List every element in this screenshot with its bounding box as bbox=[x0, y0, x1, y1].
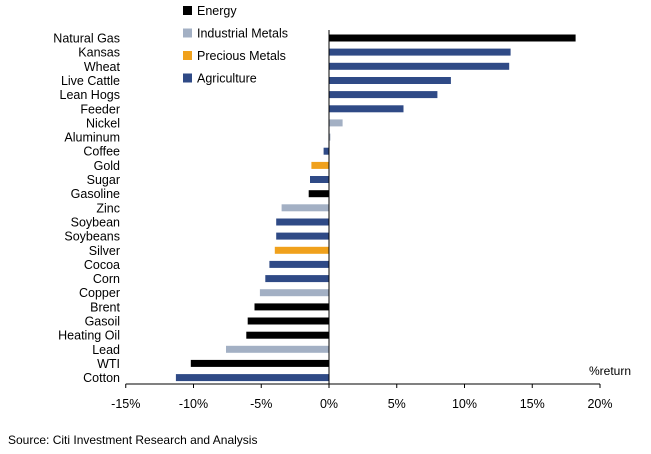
category-label-cotton: Cotton bbox=[83, 371, 120, 385]
bar-lead bbox=[226, 345, 329, 353]
bar-soybean bbox=[276, 218, 329, 226]
category-label-aluminum: Aluminum bbox=[64, 131, 120, 145]
legend: Energy Industrial Metals Precious Metals Ag… bbox=[183, 4, 288, 86]
category-label-wti: WTI bbox=[97, 357, 120, 371]
legend-swatch-precious bbox=[183, 51, 192, 60]
x-tick-label: 10% bbox=[452, 397, 477, 411]
category-label-cocoa: Cocoa bbox=[84, 258, 120, 272]
category-label-live-cattle: Live Cattle bbox=[61, 74, 120, 88]
x-tick-label: -15% bbox=[111, 397, 140, 411]
legend-label-agriculture: Agriculture bbox=[197, 72, 257, 86]
bar-chart: Energy Industrial Metals Precious Metals Ag… bbox=[53, 4, 631, 411]
bar-heating-oil bbox=[246, 331, 329, 339]
bar-lean-hogs bbox=[329, 91, 438, 99]
bar-cotton bbox=[175, 374, 329, 382]
category-label-lean-hogs: Lean Hogs bbox=[60, 88, 120, 102]
category-label-brent: Brent bbox=[90, 300, 120, 314]
x-tick-label: 20% bbox=[587, 397, 612, 411]
bar-kansas bbox=[329, 48, 511, 56]
legend-label-industrial: Industrial Metals bbox=[197, 27, 288, 41]
category-label-corn: Corn bbox=[93, 272, 120, 286]
category-label-soybean: Soybean bbox=[71, 216, 120, 230]
legend-swatch-agriculture bbox=[183, 73, 192, 83]
legend-label-precious: Precious Metals bbox=[197, 49, 286, 63]
bar-gold bbox=[311, 161, 329, 169]
category-label-gasoil: Gasoil bbox=[85, 315, 120, 329]
bar-copper bbox=[259, 289, 329, 297]
bar-silver bbox=[274, 246, 329, 254]
bar-corn bbox=[265, 275, 329, 283]
category-label-natural-gas: Natural Gas bbox=[53, 32, 120, 46]
category-label-heating-oil: Heating Oil bbox=[58, 329, 120, 343]
bar-nickel bbox=[329, 119, 343, 127]
category-label-silver: Silver bbox=[89, 244, 120, 258]
category-label-coffee: Coffee bbox=[83, 145, 120, 159]
bar-natural-gas bbox=[329, 34, 576, 42]
bar-zinc bbox=[281, 204, 329, 212]
bar-soybeans bbox=[276, 232, 329, 240]
bar-gasoil bbox=[247, 317, 329, 325]
bar-wti bbox=[190, 359, 329, 367]
legend-label-energy: Energy bbox=[197, 4, 237, 18]
x-tick-label: 5% bbox=[388, 397, 406, 411]
axes: -15% -10% -5% 0% 5% 10% 15% 20% %return bbox=[111, 30, 631, 411]
category-label-kansas: Kansas bbox=[78, 46, 120, 60]
category-label-zinc: Zinc bbox=[96, 201, 120, 215]
source-note: Source: Citi Investment Research and Ana… bbox=[8, 433, 258, 447]
x-tick-label: -5% bbox=[250, 397, 272, 411]
category-label-feeder: Feeder bbox=[80, 102, 120, 116]
bar-brent bbox=[254, 303, 329, 311]
x-tick-label: 0% bbox=[320, 397, 338, 411]
legend-swatch-industrial bbox=[183, 28, 192, 38]
legend-swatch-energy bbox=[183, 6, 192, 15]
x-tick-label: -10% bbox=[179, 397, 208, 411]
category-label-lead: Lead bbox=[92, 343, 120, 357]
bar-cocoa bbox=[269, 260, 329, 268]
category-label-nickel: Nickel bbox=[86, 116, 120, 130]
bar-live-cattle bbox=[329, 77, 451, 84]
bar-sugar bbox=[310, 176, 329, 183]
bars-group bbox=[175, 34, 576, 382]
bar-wheat bbox=[329, 62, 510, 70]
category-label-soybeans: Soybeans bbox=[64, 230, 120, 244]
bar-gasoline bbox=[308, 190, 329, 198]
category-label-copper: Copper bbox=[79, 286, 120, 300]
category-label-gold: Gold bbox=[94, 159, 120, 173]
category-label-gasoline: Gasoline bbox=[71, 187, 120, 201]
category-label-wheat: Wheat bbox=[84, 60, 121, 74]
x-tick-label: 15% bbox=[520, 397, 545, 411]
bar-coffee bbox=[323, 147, 329, 155]
x-axis-unit-label: %return bbox=[589, 364, 631, 378]
bar-feeder bbox=[329, 105, 404, 113]
bar-aluminum bbox=[329, 133, 331, 141]
category-label-sugar: Sugar bbox=[87, 173, 120, 187]
